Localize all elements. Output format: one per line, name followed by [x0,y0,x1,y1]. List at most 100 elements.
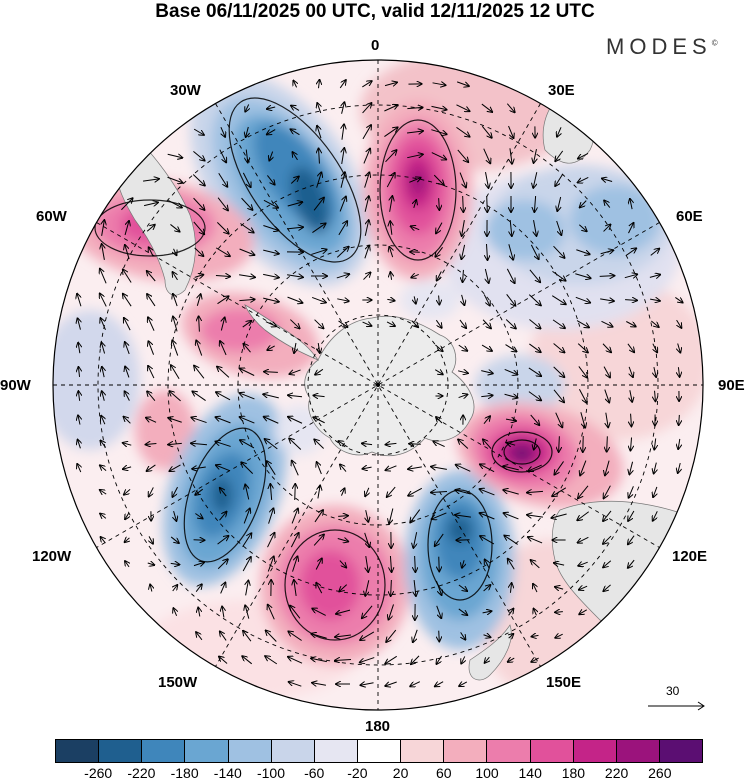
wind-vector [456,104,469,111]
wind-vector [337,299,349,301]
wind-vector [239,275,255,278]
colorbar-swatch [486,740,530,762]
colorbar-swatch [227,740,271,762]
wind-vector [191,443,208,444]
wind-vector [480,489,495,496]
wind-vector [387,486,396,497]
wind-vector [294,580,296,596]
wind-vector [102,367,104,378]
wind-vector [341,488,344,496]
wind-vector [217,367,230,378]
wind-vector [313,535,324,546]
colorbar-tick-label: -220 [127,765,156,781]
wind-vector [246,126,249,137]
wind-vector [102,391,105,401]
wind-vector [290,319,299,329]
wind-vector [431,129,446,135]
wind-vector [576,249,589,255]
wind-vector [629,461,632,475]
wind-vector [78,318,81,330]
wind-vector [504,513,519,520]
wind-vector [125,391,130,401]
wind-vector [462,294,465,305]
wind-vector [263,297,279,302]
wind-vector [146,443,157,444]
wind-vector [168,200,182,207]
wind-vector [390,196,393,212]
wind-vector [529,269,540,282]
wind-vector [505,419,516,421]
wind-vector [628,223,634,234]
wind-vector [289,439,302,450]
wind-vector [100,465,107,471]
wind-vector [580,460,587,476]
wind-vector [599,276,615,277]
wind-vector [505,319,516,329]
wind-vector [241,197,253,210]
wind-vector [267,556,273,572]
colorbar-swatch [98,740,142,762]
wind-vector [458,394,468,397]
wind-vector [483,635,491,638]
wind-vector [217,559,228,570]
wind-vector [149,536,153,543]
wind-vector [533,584,537,593]
wind-vector [336,247,348,258]
wind-vector [174,510,177,521]
wind-vector [458,584,467,591]
wind-vector [215,442,231,447]
wind-vector [242,321,252,328]
wind-vector [653,343,657,353]
wind-vector [220,583,226,594]
wind-vector [290,606,301,619]
wind-vector [414,579,416,596]
wind-vector [455,490,471,495]
wind-vector [170,563,180,564]
wind-vector [604,485,611,499]
africa-landmass [542,94,595,164]
wind-vector [194,247,204,256]
wind-vector [312,223,325,233]
wind-vector [293,81,296,88]
wind-vector [263,225,278,231]
wind-vector [197,294,200,306]
wind-vector [414,296,416,303]
wind-vector [557,127,561,136]
wind-vector [265,321,276,327]
wind-vector [654,366,656,377]
wind-vector [342,124,344,140]
wind-vector [148,317,155,331]
wind-vector [458,371,468,373]
wind-vector [338,320,348,327]
wind-vector [435,344,442,351]
wind-vector [292,152,298,161]
wind-vector [628,559,635,568]
wind-vector [317,103,320,114]
lon-label-180: 180 [365,718,391,735]
wind-vector [366,510,369,522]
wind-vector [503,490,519,495]
lon-label-60e: 60E [676,208,703,225]
wind-vector [311,250,326,255]
wind-vector [504,394,518,397]
wind-vector [554,461,564,474]
wind-vector [146,418,157,423]
wind-vector [391,579,392,596]
wind-vector [340,172,345,188]
wind-vector [578,485,589,498]
wind-vector [415,555,416,572]
wind-vector [318,486,320,499]
wind-vector [486,172,489,188]
wind-vector [199,316,200,332]
wind-vector [527,515,543,517]
wind-vector [435,319,441,328]
wind-vector [146,225,155,232]
wind-vector [364,246,369,259]
wind-vector [483,294,490,305]
wind-vector [295,484,296,501]
wind-vector [362,322,372,326]
wind-vector [316,172,322,188]
wind-vector [629,486,634,497]
wind-vector [125,512,129,519]
wind-vector [143,179,159,181]
